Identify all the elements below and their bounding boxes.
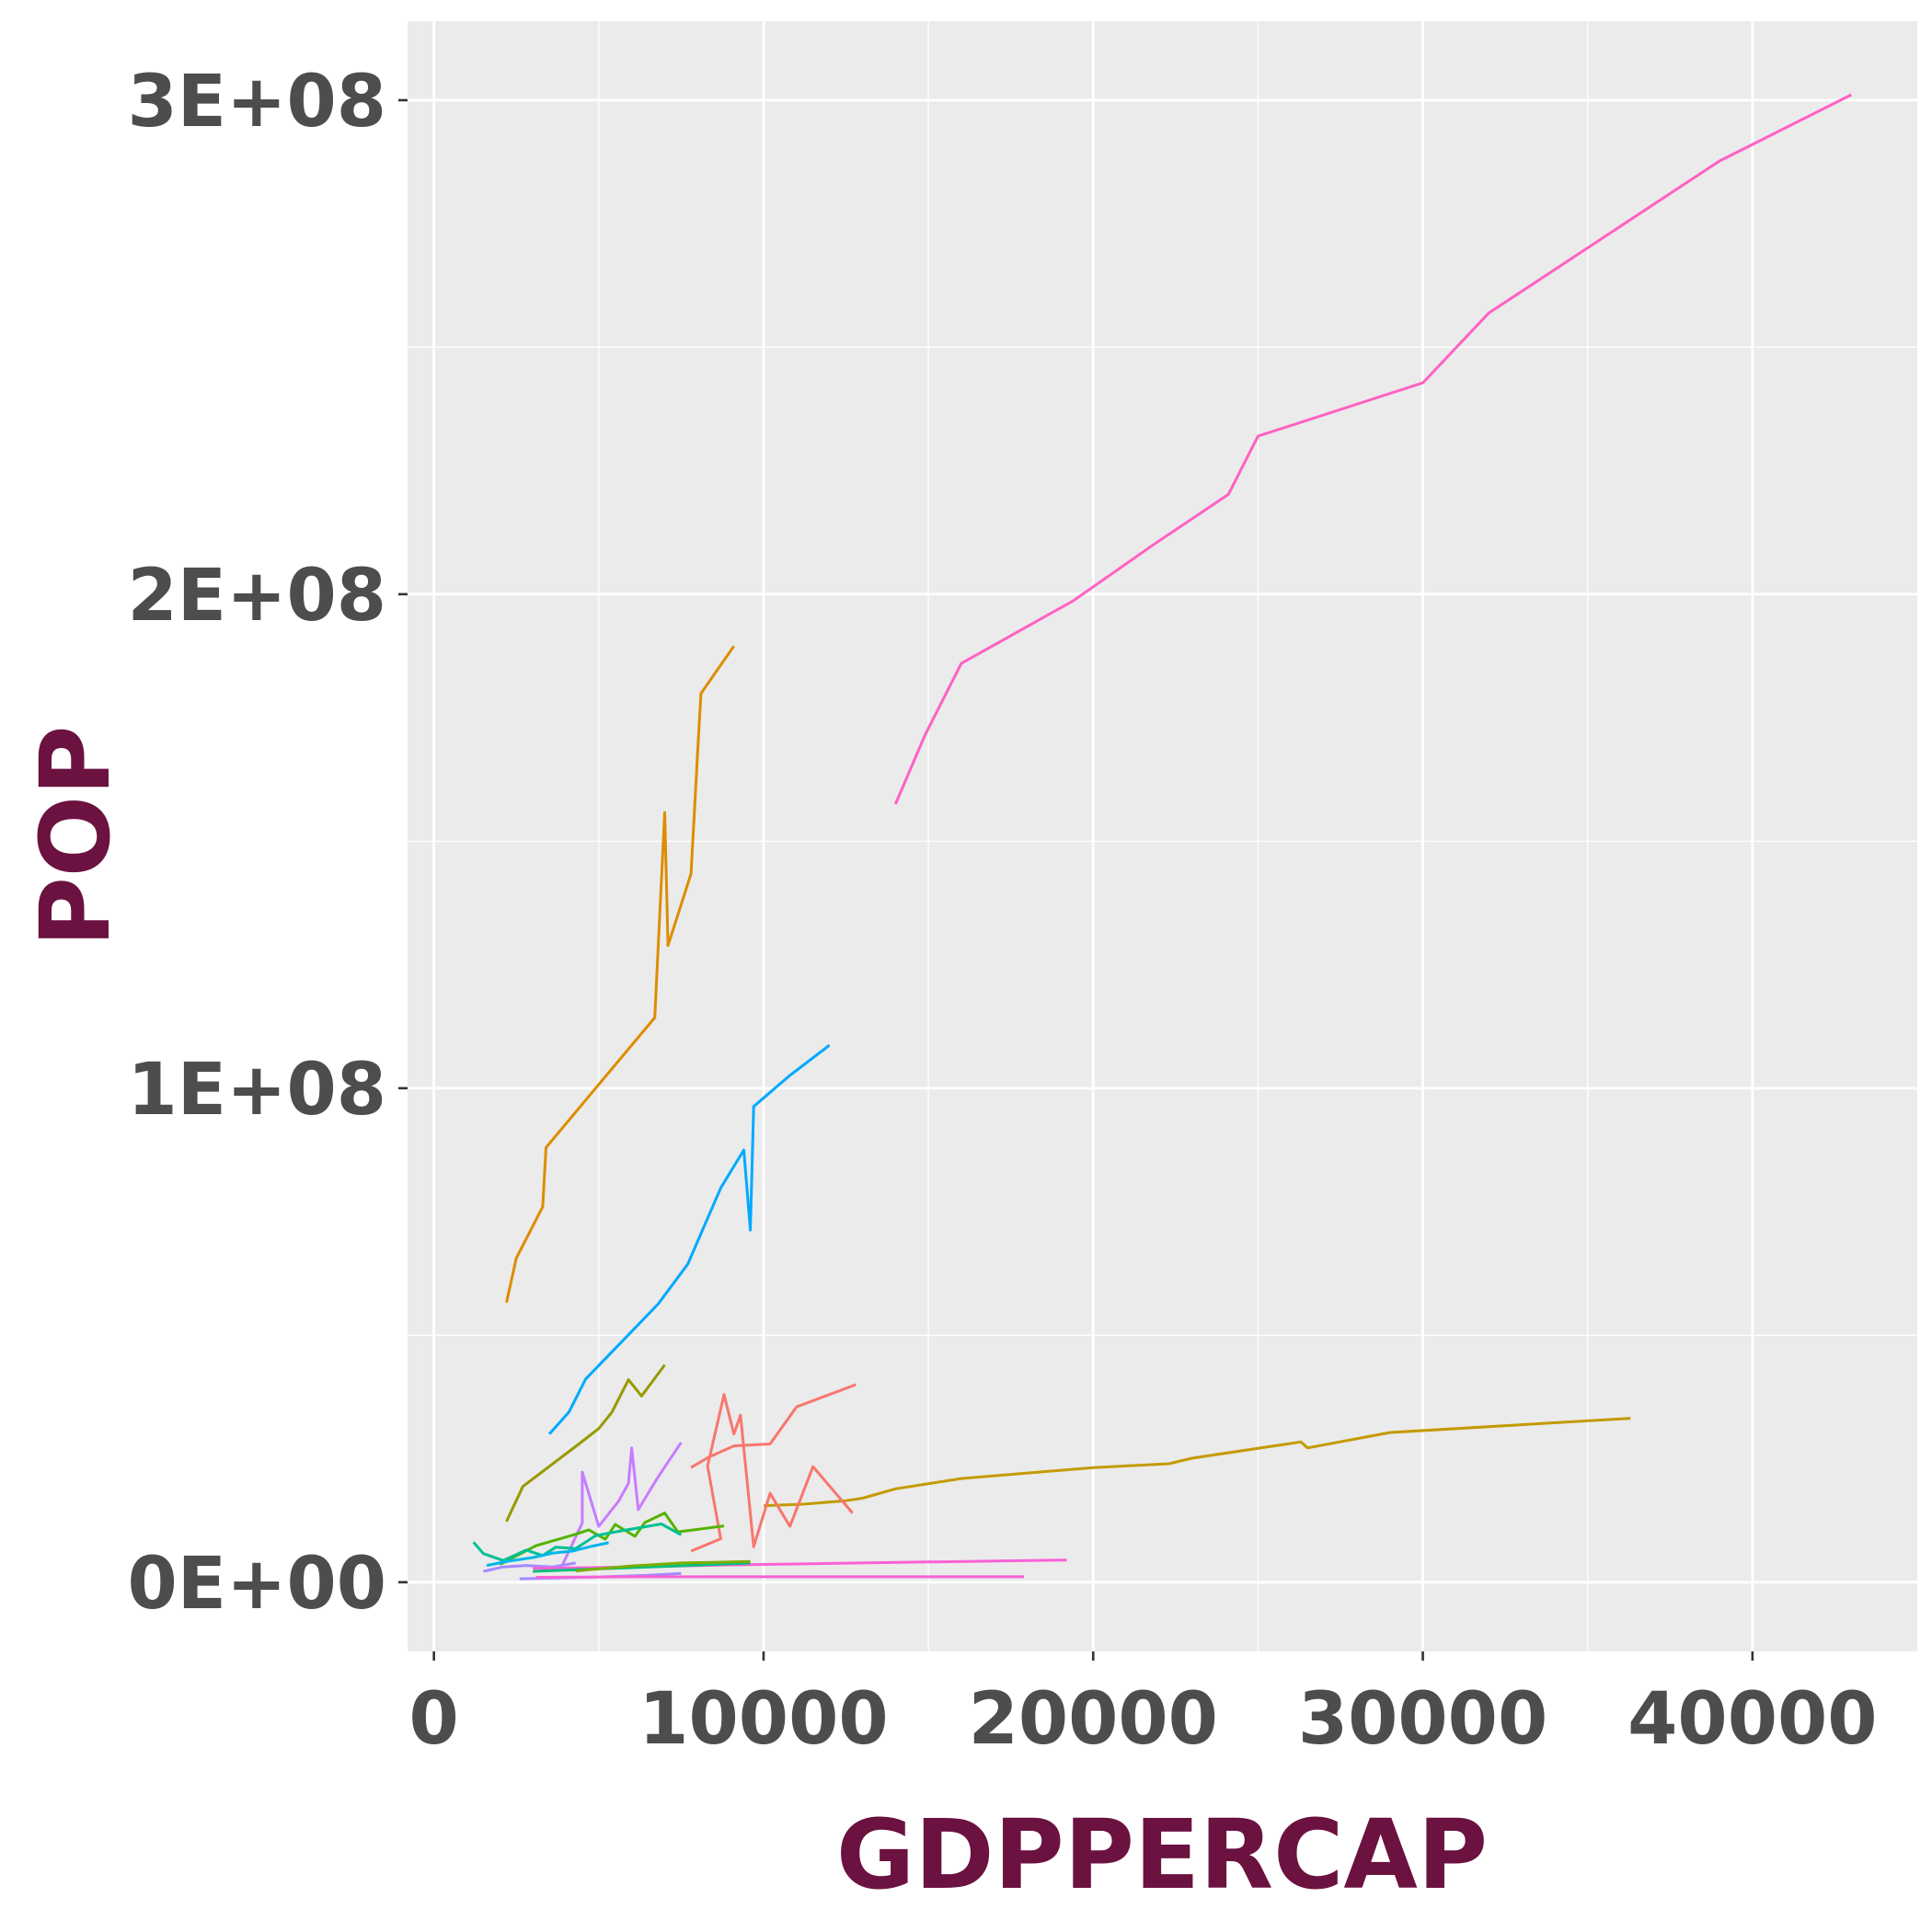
series-line (472, 1523, 683, 1562)
x-tick-label: 20000 (969, 1678, 1218, 1761)
series-line (893, 93, 1852, 805)
series-line (547, 1043, 831, 1435)
series-line (533, 1561, 751, 1573)
y-tick-label: 2E+08 (128, 555, 386, 638)
y-tick-label: 3E+08 (128, 61, 386, 144)
series-line (483, 1561, 576, 1573)
series-line (499, 1512, 725, 1566)
series-line (505, 645, 735, 1304)
plot-panel (408, 21, 1917, 1651)
series-line (690, 1383, 857, 1469)
x-axis-title: GDPPERCAP (836, 1799, 1488, 1911)
series-layer (472, 93, 1852, 1581)
grid-layer (408, 21, 1917, 1651)
y-axis-title: POP (19, 726, 132, 948)
series-line (535, 1575, 1024, 1579)
series-line (763, 1417, 1631, 1508)
x-tick-label: 10000 (638, 1678, 888, 1761)
axis-layer: 0 10000 20000 30000 40000 0E+00 1E+08 2E+08 3E+0… (128, 61, 1878, 1761)
series-line (486, 1541, 609, 1568)
x-tick-label: 0 (409, 1678, 459, 1761)
y-tick-label: 0E+00 (128, 1543, 386, 1626)
x-tick-label: 30000 (1298, 1678, 1547, 1761)
series-line (575, 1559, 751, 1572)
x-tick-label: 40000 (1627, 1678, 1877, 1761)
y-tick-label: 1E+08 (128, 1049, 386, 1132)
series-line (561, 1442, 683, 1566)
series-line (505, 1363, 666, 1523)
series-line (690, 1393, 854, 1553)
